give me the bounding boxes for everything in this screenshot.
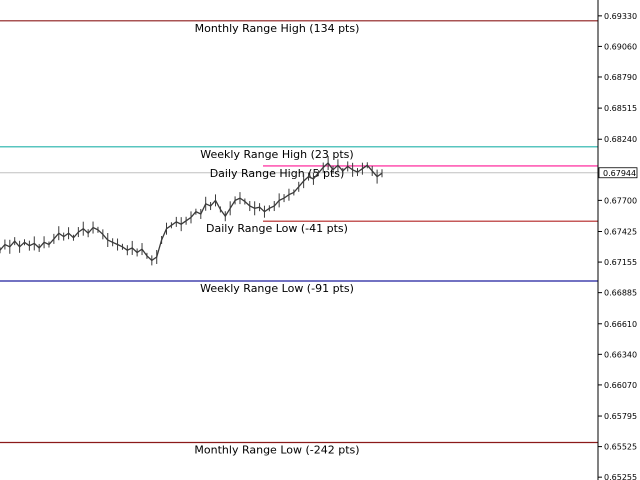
- y-tick-label: 0.69060: [604, 42, 637, 51]
- y-tick-label: 0.66610: [604, 320, 637, 329]
- y-tick-label: 0.66340: [604, 350, 637, 359]
- y-tick-label: 0.65795: [604, 412, 637, 421]
- y-tick-label: 0.67425: [604, 228, 637, 237]
- y-tick-label: 0.67700: [604, 196, 637, 205]
- y-tick-label: 0.68790: [604, 73, 637, 82]
- y-tick-label: 0.68515: [604, 104, 637, 113]
- range-levels: Monthly Range High (134 pts) Weekly Range…: [0, 20, 598, 457]
- y-tick-label: 0.65525: [604, 443, 637, 452]
- current-price-label: 0.67944: [603, 169, 636, 178]
- level-label-5: Monthly Range Low (-242 pts): [194, 444, 359, 457]
- level-label-4: Weekly Range Low (-91 pts): [200, 282, 354, 295]
- price-series: [0, 156, 383, 266]
- y-tick-label: 0.66070: [604, 381, 637, 390]
- y-tick-label: 0.65255: [604, 473, 637, 480]
- level-label-3: Daily Range Low (-41 pts): [206, 222, 348, 235]
- level-label-1: Weekly Range High (23 pts): [200, 148, 353, 161]
- current-price-tag: [598, 167, 638, 179]
- y-tick-label: 0.66885: [604, 289, 637, 298]
- y-tick-label: 0.67155: [604, 258, 637, 267]
- y-tick-label: 0.68240: [604, 135, 637, 144]
- price-axis: 0.69330 0.69060 0.68790 0.68515 0.68240 0.677…: [597, 0, 638, 480]
- level-label-2: Daily Range High (5 pts): [210, 167, 345, 180]
- level-label-0: Monthly Range High (134 pts): [195, 22, 360, 35]
- y-tick-label: 0.69330: [604, 12, 637, 21]
